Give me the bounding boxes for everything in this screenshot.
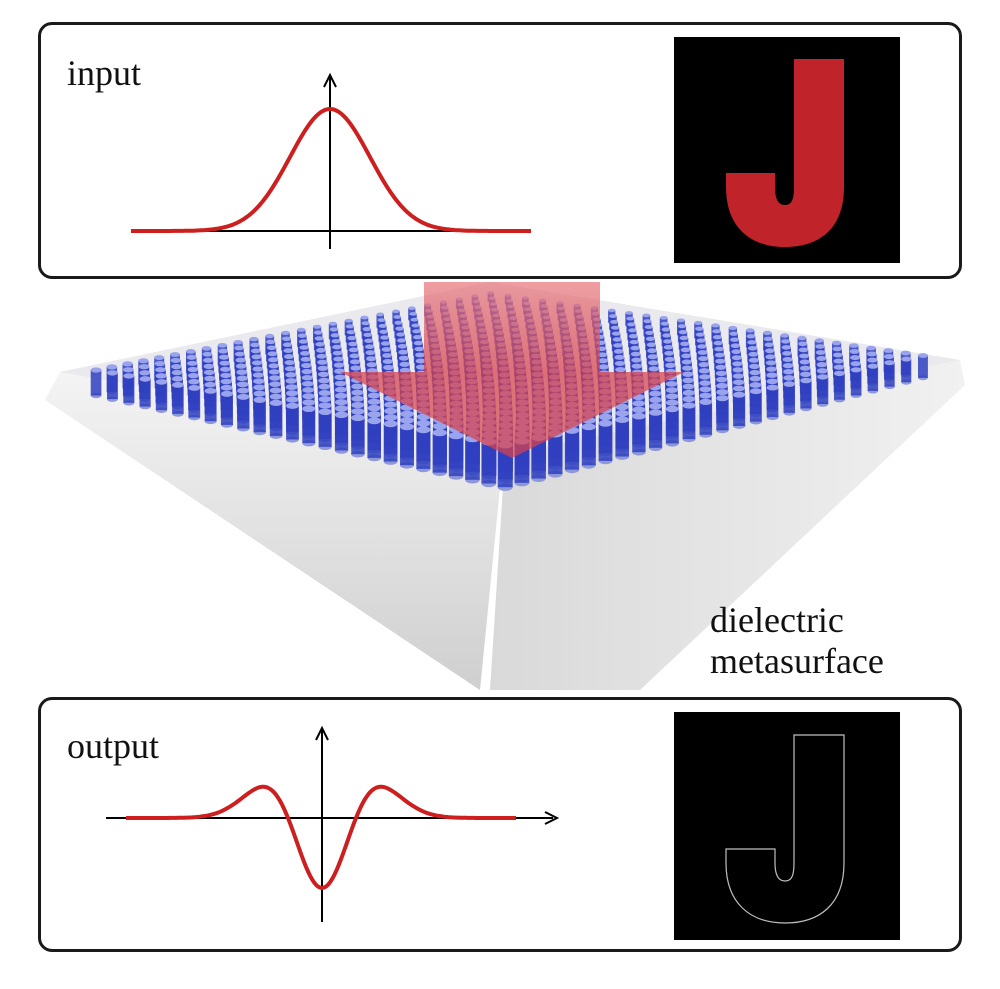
output-derivative-plot bbox=[106, 725, 560, 922]
pillar bbox=[107, 370, 118, 402]
pillar bbox=[155, 379, 168, 414]
pillar bbox=[204, 388, 217, 425]
arrow-down-icon bbox=[340, 282, 684, 458]
pillar bbox=[139, 376, 151, 410]
pillar bbox=[817, 374, 829, 407]
pillar bbox=[269, 399, 283, 439]
caption-line-metasurface: metasurface bbox=[710, 641, 884, 682]
pillar bbox=[901, 356, 912, 385]
output-panel: output bbox=[38, 697, 962, 952]
input-j-letter bbox=[726, 59, 844, 247]
pillar bbox=[188, 385, 201, 421]
pillar bbox=[699, 398, 713, 438]
pillar bbox=[649, 409, 663, 451]
input-y-axis-arrow-icon bbox=[323, 72, 337, 88]
pillar bbox=[564, 426, 580, 474]
pillar bbox=[733, 391, 746, 429]
pillar bbox=[351, 414, 365, 458]
output-x-axis-arrow-icon bbox=[544, 811, 560, 825]
pillar bbox=[383, 420, 398, 465]
pillar bbox=[749, 388, 762, 425]
output-j-image bbox=[674, 712, 900, 940]
caption-line-dielectric: dielectric bbox=[710, 600, 844, 640]
pillar bbox=[581, 423, 596, 469]
output-label: output bbox=[67, 726, 160, 766]
pillar bbox=[615, 416, 629, 460]
pillar bbox=[334, 411, 349, 454]
pillar bbox=[867, 363, 879, 394]
pillar bbox=[400, 423, 414, 469]
pillar bbox=[172, 382, 184, 417]
pillar bbox=[465, 435, 480, 484]
pillar bbox=[367, 417, 382, 462]
pillar bbox=[90, 367, 102, 399]
pillar bbox=[833, 370, 845, 403]
input-panel: input bbox=[38, 22, 962, 279]
pillar bbox=[123, 373, 135, 406]
pillar bbox=[682, 402, 696, 443]
output-derivative-curve bbox=[126, 784, 516, 891]
pillar bbox=[598, 419, 613, 465]
pillar bbox=[632, 412, 646, 456]
pillar bbox=[302, 405, 316, 447]
pillar bbox=[766, 384, 779, 421]
pillar bbox=[416, 426, 431, 473]
pillar bbox=[448, 432, 464, 480]
metasurface-caption: dielectric metasurface bbox=[710, 600, 884, 683]
pillar bbox=[800, 377, 812, 412]
pillar bbox=[318, 408, 332, 450]
input-gaussian-plot bbox=[131, 72, 531, 249]
input-gaussian-curve bbox=[131, 107, 531, 233]
input-label: input bbox=[67, 53, 142, 93]
pillar bbox=[918, 353, 928, 381]
pillar bbox=[253, 396, 266, 436]
pillar bbox=[286, 402, 299, 443]
pillar bbox=[884, 360, 895, 390]
output-y-axis-arrow-icon bbox=[315, 725, 329, 741]
input-j-image bbox=[674, 37, 900, 263]
pillar bbox=[665, 405, 679, 447]
pillar bbox=[783, 381, 796, 416]
pillar bbox=[850, 367, 862, 398]
output-j-letter-outline bbox=[725, 734, 845, 924]
pillar bbox=[716, 395, 729, 434]
pillar bbox=[432, 429, 447, 476]
pillar bbox=[220, 390, 233, 428]
pillar bbox=[237, 393, 250, 432]
